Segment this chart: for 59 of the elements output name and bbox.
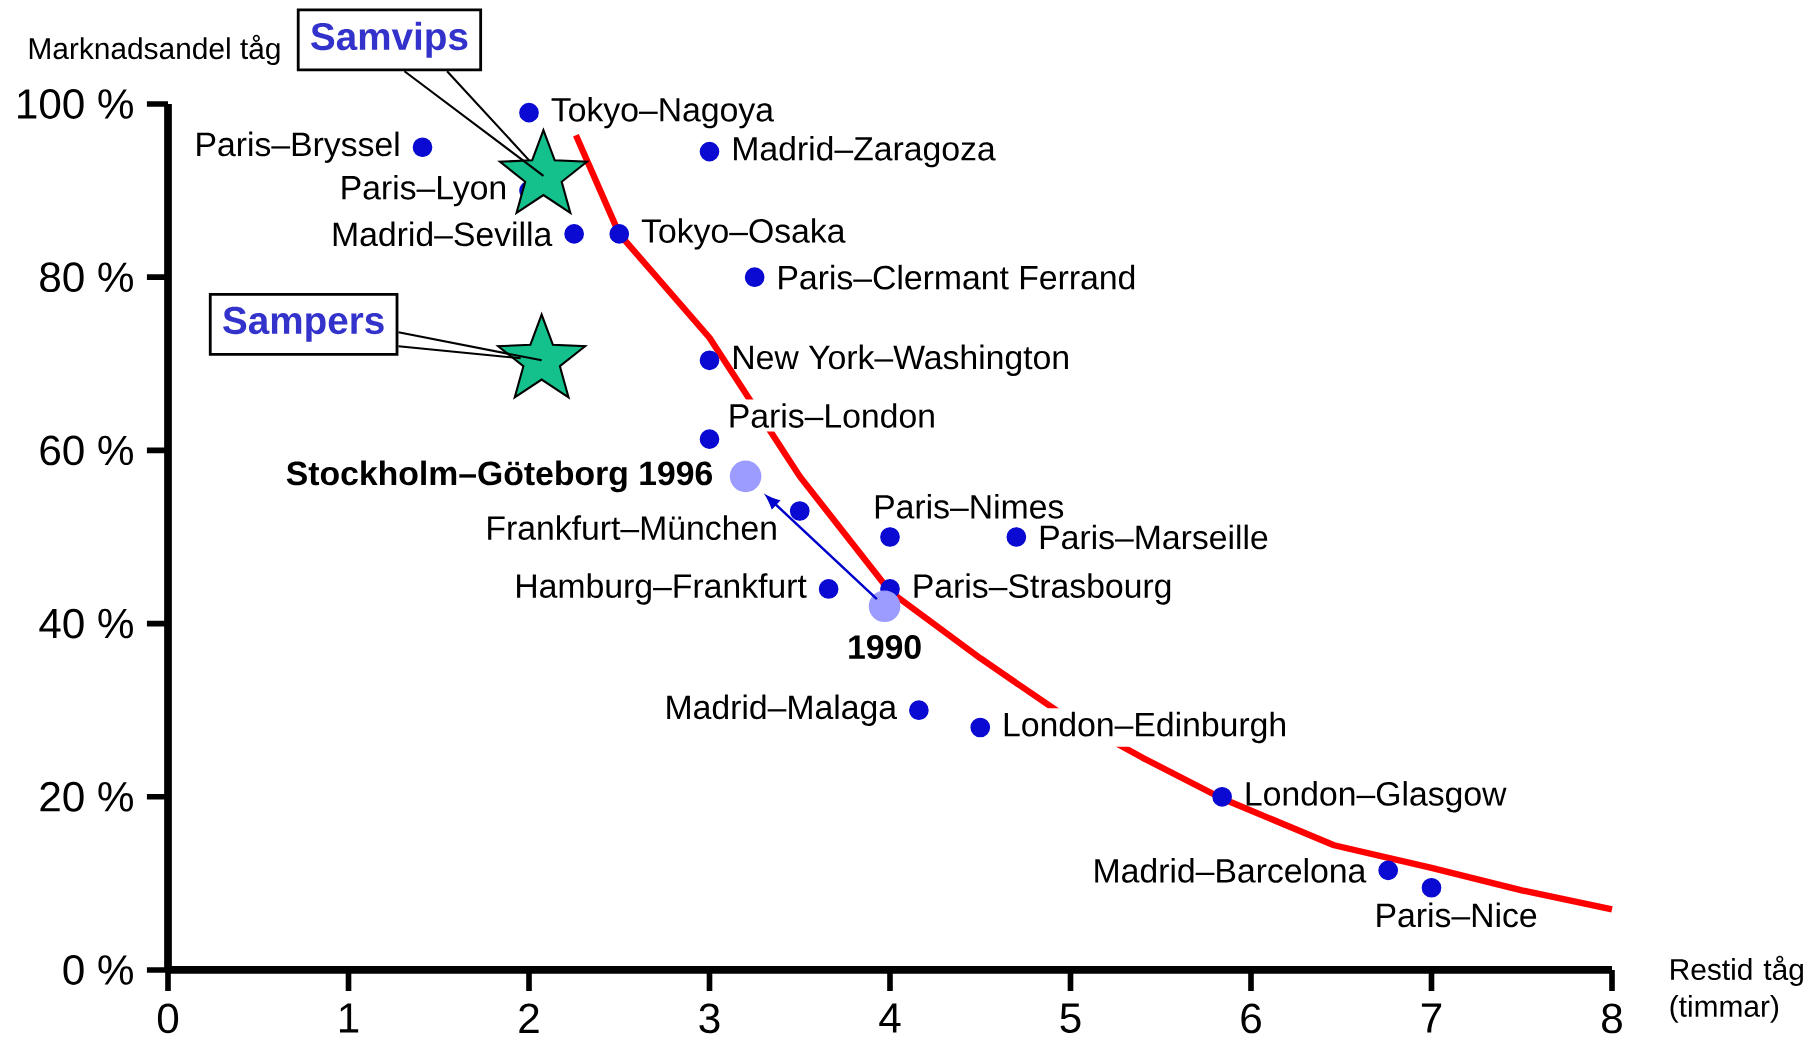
y-tick-label: 100 %: [18, 89, 133, 119]
annotation: Frankfurt–München: [488, 515, 776, 540]
annotation: Paris–London: [730, 403, 934, 428]
annotation: Madrid–Barcelona: [1095, 858, 1367, 883]
y-axis-title: Marknadsandel tåg: [29, 34, 280, 66]
annotation: Paris–Marseille: [1040, 524, 1268, 550]
point: [729, 460, 762, 493]
x-tick-label: 8: [1602, 1003, 1622, 1034]
annotation: Tokyo–Nagoya: [551, 96, 774, 129]
y-tick-label: 20 %: [40, 781, 133, 812]
x-tick-label: 2: [519, 1003, 539, 1033]
point: [1378, 860, 1399, 881]
point: [699, 350, 720, 371]
point: [412, 137, 433, 158]
annotation: London–Glasgow: [1246, 781, 1507, 813]
annotation: Paris–Nimes: [875, 493, 1064, 519]
point: [818, 579, 839, 599]
x-tick-label: 3: [699, 1003, 720, 1034]
point: [519, 102, 539, 123]
x-axis-title: Restid tåg (timmar): [1670, 955, 1803, 1023]
annotation: 1990: [849, 635, 921, 659]
x-tick-label: 5: [1060, 1003, 1081, 1033]
point: [564, 224, 584, 244]
point: [1006, 527, 1027, 547]
annotation: Madrid–Sevilla: [333, 221, 553, 247]
point: [880, 527, 900, 547]
y-tick-label: 60 %: [40, 435, 133, 466]
x-tick-label: 1: [339, 1003, 359, 1033]
annotation: London–Edinburgh: [1004, 711, 1285, 744]
point: [789, 501, 810, 521]
annotation: Madrid–Zaragoza: [734, 135, 996, 168]
point: [1212, 786, 1232, 807]
annotation: New York–Washington: [734, 344, 1068, 377]
point: [868, 590, 901, 623]
point: [699, 429, 720, 449]
y-tick-label: 80 %: [40, 262, 133, 293]
annotation: Paris–Clermant Ferrand: [779, 264, 1135, 290]
annotation: Sampers: [223, 306, 384, 342]
x-tick-label: 6: [1241, 1003, 1261, 1034]
y-tick-label: 40 %: [39, 608, 133, 639]
annotation: Paris–Lyon: [342, 174, 506, 207]
x-tick-label: 4: [879, 1003, 901, 1033]
annotation: Paris–Bryssel: [197, 131, 399, 164]
point: [1421, 877, 1442, 898]
x-tick-label: 0: [157, 1003, 179, 1034]
annotation: Paris–Strasbourg: [914, 573, 1171, 605]
annotation: Hamburg–Frankfurt: [517, 573, 807, 605]
point: [970, 717, 991, 738]
point: [609, 224, 630, 244]
annotation: Madrid–Malaga: [667, 694, 898, 726]
annotation: Samvips: [311, 21, 468, 58]
annotation: Tokyo–Osaka: [641, 218, 846, 250]
x-tick-label: 7: [1421, 1003, 1442, 1033]
y-tick-label: 0 %: [63, 955, 133, 985]
annotation: Paris–Nice: [1377, 902, 1537, 928]
point: [909, 700, 929, 721]
point: [744, 267, 765, 288]
annotation: Stockholm–Göteborg 1996: [286, 460, 712, 493]
point: [699, 141, 720, 162]
